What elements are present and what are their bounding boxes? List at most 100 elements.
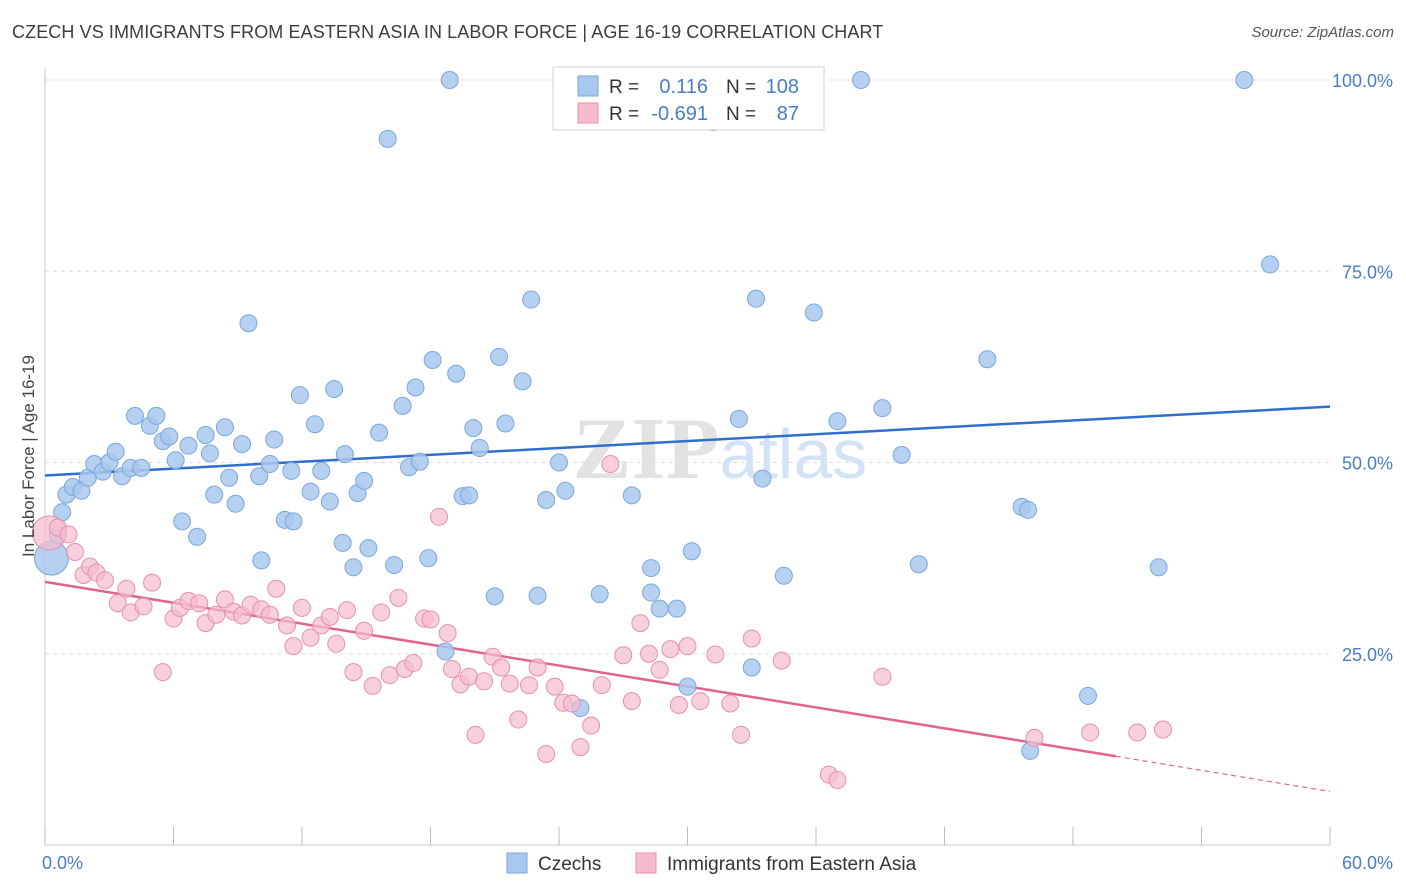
eastern-asia-point xyxy=(520,676,539,695)
czech-trend-line xyxy=(44,405,1331,477)
czech-point xyxy=(667,599,686,618)
legend-czechs-swatch xyxy=(506,852,528,874)
czech-point xyxy=(106,442,125,461)
czech-point xyxy=(188,527,207,546)
eastern-asia-point xyxy=(430,507,449,526)
legend-eastern-asia-swatch xyxy=(635,852,657,874)
n-value: 108 xyxy=(766,76,799,98)
eastern-asia-point xyxy=(828,770,847,789)
eastern-asia-point xyxy=(562,694,581,713)
eastern-asia-point xyxy=(380,666,399,685)
eastern-asia-point xyxy=(614,646,633,665)
czech-point xyxy=(436,642,455,661)
czech-point xyxy=(513,372,532,391)
eastern-asia-point xyxy=(301,628,320,647)
eastern-asia-point xyxy=(528,658,547,677)
czech-point xyxy=(1019,500,1038,519)
czech-point xyxy=(978,350,997,369)
czech-point xyxy=(282,461,301,480)
czech-point xyxy=(406,378,425,397)
czech-point xyxy=(250,467,269,486)
eastern-asia-point xyxy=(355,621,374,640)
czech-point xyxy=(166,451,185,470)
eastern-asia-point xyxy=(691,692,710,711)
czech-point xyxy=(747,289,766,308)
x-tick-label-max: 60.0% xyxy=(1342,853,1393,873)
czech-point xyxy=(265,430,284,449)
czech-point xyxy=(528,586,547,605)
eastern-asia-point xyxy=(509,710,528,729)
eastern-asia-point xyxy=(873,667,892,686)
czech-point xyxy=(125,406,144,425)
czech-point xyxy=(305,415,324,434)
y-axis-title: In Labor Force | Age 16-19 xyxy=(19,355,38,557)
czech-point xyxy=(753,469,772,488)
eastern-asia-point xyxy=(772,651,791,670)
eastern-asia-point xyxy=(389,588,408,607)
eastern-asia-point xyxy=(537,744,556,763)
czech-point xyxy=(344,558,363,577)
eastern-asia-point xyxy=(363,676,382,695)
eastern-asia-point xyxy=(59,525,78,544)
czech-point xyxy=(742,658,761,677)
czech-point xyxy=(419,549,438,568)
czech-point xyxy=(522,290,541,309)
eastern-asia-point xyxy=(215,590,234,609)
czech-point xyxy=(359,539,378,558)
eastern-asia-point xyxy=(143,573,162,592)
czech-point xyxy=(537,490,556,509)
y-tick-label: 25.0% xyxy=(1342,645,1393,665)
legend-eastern-asia-label: Immigrants from Eastern Asia xyxy=(667,854,917,875)
czech-point xyxy=(335,445,354,464)
eastern-asia-point xyxy=(95,571,114,590)
czech-point xyxy=(200,444,219,463)
czech-point xyxy=(385,556,404,575)
eastern-asia-point xyxy=(153,663,172,682)
eastern-asia-point xyxy=(631,614,650,633)
eastern-asia-point xyxy=(571,738,590,757)
eastern-asia-point xyxy=(267,579,286,598)
eastern-asia-point xyxy=(278,616,297,635)
eastern-asia-point xyxy=(650,660,669,679)
eastern-asia-point xyxy=(601,455,620,474)
r-value: -0.691 xyxy=(651,103,708,125)
czech-point xyxy=(440,71,459,89)
czech-point xyxy=(470,438,489,457)
chart-title: CZECH VS IMMIGRANTS FROM EASTERN ASIA IN… xyxy=(12,22,884,42)
czech-point xyxy=(147,406,166,425)
eastern-asia-swatch xyxy=(577,102,599,124)
eastern-asia-point xyxy=(466,725,485,744)
eastern-asia-point xyxy=(421,610,440,629)
x-tick-label-min: 0.0% xyxy=(42,853,83,873)
eastern-asia-point xyxy=(190,594,209,613)
czech-point xyxy=(642,583,661,602)
eastern-asia-point xyxy=(742,629,761,648)
eastern-asia-point xyxy=(293,598,311,617)
czech-point xyxy=(1149,558,1168,577)
czech-point xyxy=(851,71,870,89)
czech-point xyxy=(828,412,847,431)
eastern-asia-point xyxy=(545,677,564,696)
eastern-asia-point xyxy=(337,601,356,620)
czech-point xyxy=(485,587,504,606)
y-tick-label: 75.0% xyxy=(1342,262,1393,282)
eastern-asia-point xyxy=(1081,723,1100,742)
czech-point xyxy=(333,533,352,552)
r-label: R = xyxy=(609,77,639,98)
eastern-asia-point xyxy=(492,658,511,677)
eastern-asia-point xyxy=(661,640,680,659)
czech-point xyxy=(173,512,192,531)
czech-point xyxy=(1078,686,1097,705)
eastern-asia-point xyxy=(582,716,601,735)
eastern-asia-point xyxy=(622,692,641,711)
czech-point xyxy=(215,418,234,437)
n-label: N = xyxy=(726,104,756,125)
eastern-asia-point xyxy=(639,644,658,663)
czech-point xyxy=(556,481,575,500)
czech-point xyxy=(179,436,198,455)
czech-point xyxy=(290,386,309,405)
eastern-asia-point xyxy=(442,660,461,679)
source-credit: Source: ZipAtlas.com xyxy=(1251,24,1394,41)
czech-point xyxy=(642,559,661,578)
